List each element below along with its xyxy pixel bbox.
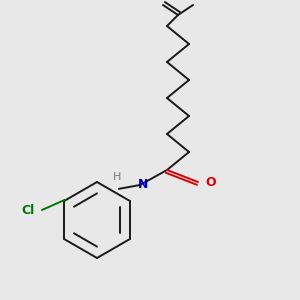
Text: N: N <box>138 178 148 190</box>
Text: O: O <box>206 176 216 190</box>
Text: H: H <box>113 172 121 182</box>
Text: Cl: Cl <box>21 203 34 217</box>
